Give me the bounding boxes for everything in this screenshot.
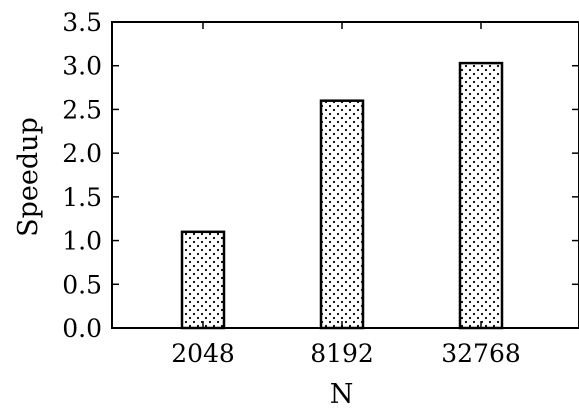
x-axis-label: N — [330, 379, 354, 410]
x-tick-label: 2048 — [171, 339, 235, 368]
x-tick-label: 8192 — [310, 339, 374, 368]
y-tick-label: 3.5 — [62, 8, 102, 37]
bars-group — [180, 61, 504, 330]
plot-frame — [111, 21, 579, 329]
x-axis: 2048 8192 32768 — [171, 22, 521, 368]
y-tick-label: 1.0 — [62, 227, 102, 256]
y-tick-label: 3.0 — [62, 52, 102, 81]
y-tick-label: 0.5 — [62, 270, 102, 299]
bar-2048 — [180, 230, 226, 330]
bar-32768 — [458, 61, 504, 330]
y-tick-label: 2.5 — [62, 95, 102, 124]
bar-8192 — [319, 99, 365, 330]
y-axis-label: Speedup — [13, 117, 44, 237]
y-axis: 0.0 0.5 1.0 1.5 2.0 2.5 3.0 3.5 — [62, 8, 579, 343]
y-tick-label: 1.5 — [62, 183, 102, 212]
x-tick-label: 32768 — [441, 339, 521, 368]
y-tick-label: 2.0 — [62, 139, 102, 168]
y-tick-label: 0.0 — [62, 314, 102, 343]
